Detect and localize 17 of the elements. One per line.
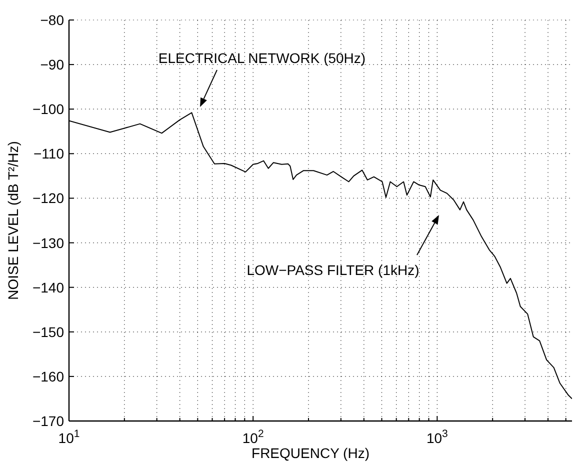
y-tick-label: −120 (32, 190, 64, 206)
annotation: LOW−PASS FILTER (1kHz) (246, 262, 420, 278)
y-tick-label: −90 (40, 56, 64, 73)
y-tick-label: −110 (34, 146, 64, 162)
annotation: ELECTRICAL NETWORK (50Hz) (158, 50, 366, 66)
x-tick-label: 10$^{1}$ (58, 428, 80, 446)
y-tick-label: −80 (40, 12, 64, 28)
x-tick-label: 10$^{3}$ (426, 428, 448, 446)
y-tick-label: −130 (32, 234, 64, 251)
y-tick-label: −160 (32, 368, 64, 384)
y-tick-label: −170 (32, 413, 64, 429)
y-tick-label: −150 (32, 324, 64, 340)
x-axis-title: FREQUENCY (Hz) (252, 445, 370, 461)
y-tick-label: −140 (32, 279, 64, 296)
y-tick-label: −100 (32, 101, 64, 118)
y-axis-title: NOISE LEVEL (dB T²/Hz) (5, 141, 21, 300)
x-tick-label: 10$^{2}$ (242, 428, 264, 446)
